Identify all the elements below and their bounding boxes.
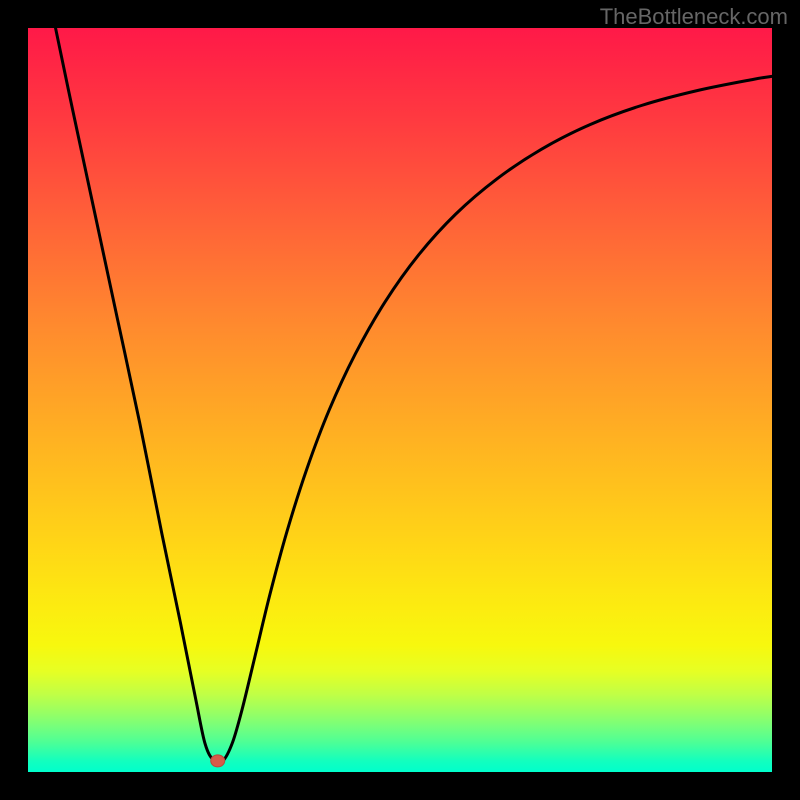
chart-svg <box>28 28 772 772</box>
watermark-text: TheBottleneck.com <box>600 4 788 30</box>
optimum-marker <box>211 755 225 767</box>
plot-area <box>28 28 772 772</box>
background-gradient <box>28 28 772 772</box>
